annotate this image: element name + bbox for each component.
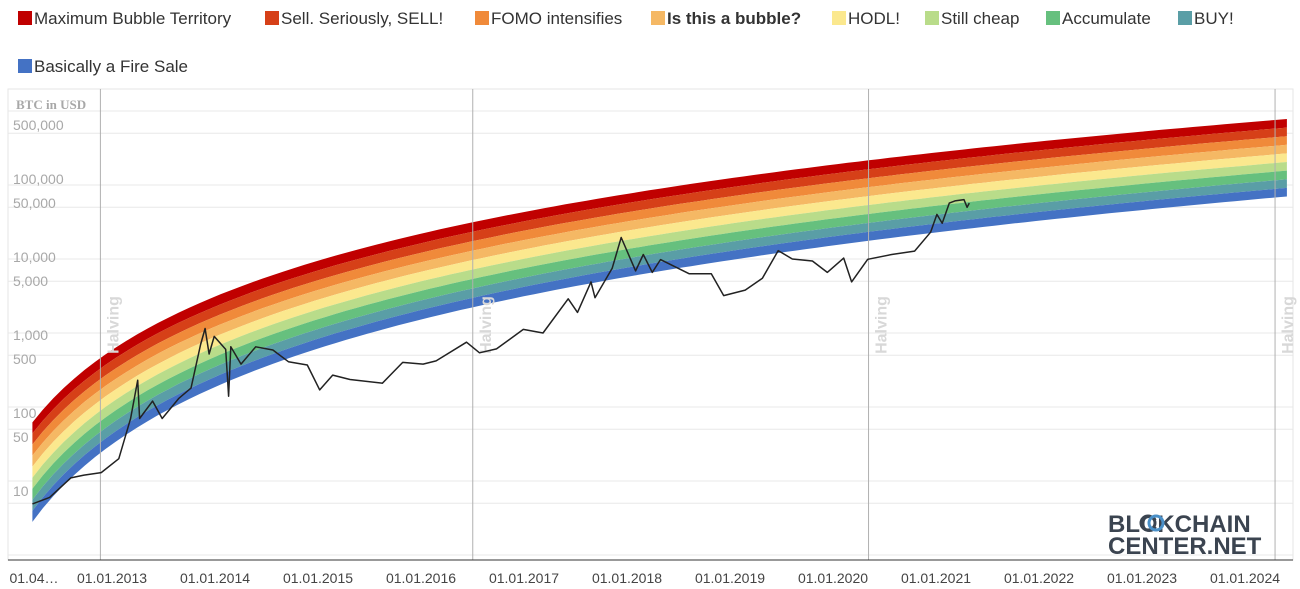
y-tick-label-5: 1,000: [13, 327, 48, 343]
halving-label-0: Halving: [105, 296, 122, 354]
rainbow-bands: [32, 119, 1287, 522]
logo-text-a: BL: [1108, 511, 1140, 538]
band-5: [32, 162, 1287, 489]
legend-item-3[interactable]: Is this a bubble?: [651, 10, 801, 28]
x-tick-label-3: 01.01.2015: [283, 570, 353, 586]
halving-label-3: Halving: [1280, 296, 1297, 354]
band-6: [32, 170, 1287, 500]
legend-item-7[interactable]: BUY!: [1178, 10, 1234, 28]
legend-label: Sell. Seriously, SELL!: [281, 9, 444, 28]
halving-label-1: Halving: [478, 296, 495, 354]
band-7: [32, 179, 1287, 511]
legend-item-5[interactable]: Still cheap: [925, 10, 1019, 28]
legend-label: Accumulate: [1062, 9, 1151, 28]
y-tick-label-1: 100,000: [13, 171, 64, 187]
legend-item-1[interactable]: Sell. Seriously, SELL!: [265, 10, 443, 28]
y-tick-label-0: 500,000: [13, 117, 64, 133]
x-tick-label-7: 01.01.2019: [695, 570, 765, 586]
x-tick-label-5: 01.01.2017: [489, 570, 559, 586]
legend-swatch: [651, 11, 665, 25]
x-tick-label-6: 01.01.2018: [592, 570, 662, 586]
logo-ring-dark: [1139, 514, 1157, 532]
y-tick-label-6: 500: [13, 351, 37, 367]
chart-legend: Maximum Bubble Territory Sell. Seriously,…: [0, 0, 1300, 86]
band-8: [32, 187, 1287, 522]
legend-label: Maximum Bubble Territory: [34, 9, 232, 28]
y-tick-label-8: 50: [13, 429, 29, 445]
logo-line-2: CENTER.NET: [1108, 533, 1262, 560]
x-tick-label-11: 01.01.2023: [1107, 570, 1177, 586]
legend-swatch: [1046, 11, 1060, 25]
legend-item-6[interactable]: Accumulate: [1046, 10, 1151, 28]
legend-label: Is this a bubble?: [667, 9, 802, 28]
legend-item-0[interactable]: Maximum Bubble Territory: [18, 10, 231, 28]
legend-item-4[interactable]: HODL!: [832, 10, 900, 28]
legend-label: Basically a Fire Sale: [34, 57, 189, 76]
x-tick-label-9: 01.01.2021: [901, 570, 971, 586]
band-4: [32, 153, 1287, 478]
band-3: [32, 144, 1287, 467]
band-1: [32, 127, 1287, 445]
x-tick-label-0: 01.04…: [9, 570, 58, 586]
legend-label: BUY!: [1194, 9, 1234, 28]
x-tick-label-8: 01.01.2020: [798, 570, 868, 586]
legend-swatch: [18, 11, 32, 25]
legend-swatch: [1178, 11, 1192, 25]
y-tick-label-3: 10,000: [13, 249, 56, 265]
legend-item-2[interactable]: FOMO intensifies: [475, 10, 622, 28]
legend-swatch: [832, 11, 846, 25]
legend-label: FOMO intensifies: [491, 9, 623, 28]
legend-swatch: [925, 11, 939, 25]
y-tick-label-2: 50,000: [13, 195, 56, 211]
legend-swatch: [475, 11, 489, 25]
legend-item-8[interactable]: Basically a Fire Sale: [18, 58, 188, 76]
band-0: [32, 119, 1287, 434]
legend-label: Still cheap: [941, 9, 1020, 28]
legend-swatch: [18, 59, 32, 73]
band-2: [32, 136, 1287, 456]
y-tick-label-4: 5,000: [13, 273, 48, 289]
x-tick-label-1: 01.01.2013: [77, 570, 147, 586]
logo-ring-blue: [1147, 514, 1165, 532]
y-tick-label-9: 10: [13, 483, 29, 499]
y-axis-title: BTC in USD: [16, 97, 86, 112]
y-tick-label-7: 100: [13, 405, 37, 421]
legend-swatch: [265, 11, 279, 25]
x-tick-label-12: 01.01.2024: [1210, 570, 1280, 586]
btc-price-line-0: [32, 198, 970, 505]
legend-label: HODL!: [848, 9, 900, 28]
x-tick-label-10: 01.01.2022: [1004, 570, 1074, 586]
halving-label-2: Halving: [874, 296, 891, 354]
x-tick-label-2: 01.01.2014: [180, 570, 250, 586]
x-tick-label-4: 01.01.2016: [386, 570, 456, 586]
